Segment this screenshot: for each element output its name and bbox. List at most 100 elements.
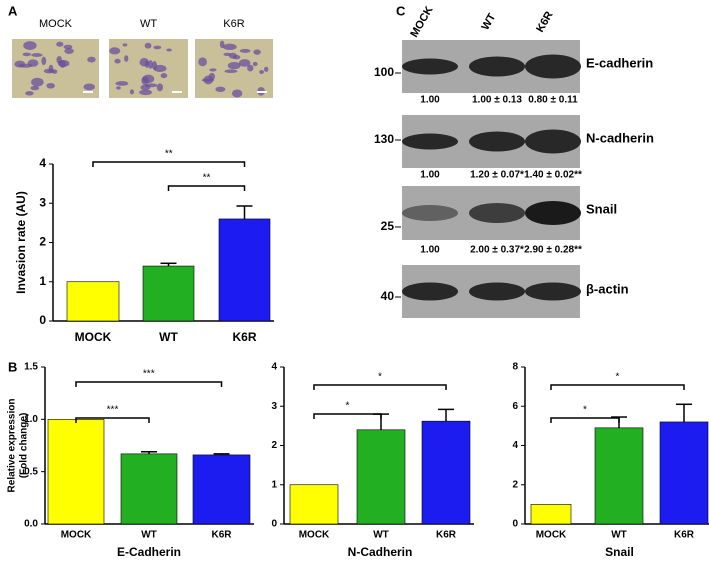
cell bbox=[56, 41, 64, 47]
blot-label: N-cadherin bbox=[586, 130, 654, 145]
cell bbox=[114, 58, 121, 64]
band bbox=[402, 133, 458, 150]
cell bbox=[46, 82, 55, 89]
x-tick-label: MOCK bbox=[75, 330, 112, 344]
y-tick-label: 1 bbox=[39, 274, 46, 288]
x-tick-label: WT bbox=[141, 530, 157, 541]
cell bbox=[64, 48, 74, 55]
marker-label: 25 bbox=[381, 219, 395, 233]
significance-bracket bbox=[92, 161, 246, 167]
significance-bracket bbox=[167, 185, 246, 191]
quantification: 1.00 bbox=[420, 170, 440, 181]
significance-label: *** bbox=[107, 405, 119, 416]
cell bbox=[139, 58, 149, 67]
cell bbox=[31, 77, 44, 87]
cell bbox=[22, 52, 31, 57]
y-tick-label: 3 bbox=[271, 401, 277, 412]
band bbox=[469, 203, 525, 223]
y-tick-label: 2 bbox=[271, 440, 277, 451]
lane-label: MOCK bbox=[408, 4, 435, 39]
cell bbox=[27, 59, 39, 67]
bar bbox=[192, 454, 251, 525]
x-tick-label: MOCK bbox=[299, 530, 330, 541]
cell bbox=[122, 43, 128, 47]
error-bar bbox=[213, 453, 230, 455]
significance-label: *** bbox=[143, 369, 155, 380]
cell bbox=[203, 75, 214, 85]
marker-label: 100 bbox=[374, 65, 394, 79]
blot-label: Snail bbox=[586, 201, 617, 216]
cell bbox=[124, 55, 129, 62]
blot-label: E-cadherin bbox=[586, 55, 653, 70]
significance-label: ** bbox=[203, 173, 211, 184]
quantification: 2.00 ± 0.37* bbox=[470, 245, 524, 256]
panel-label: A bbox=[8, 3, 18, 18]
bar bbox=[218, 218, 271, 322]
marker-label: 40 bbox=[381, 289, 395, 303]
marker-label: 130 bbox=[374, 132, 394, 146]
error-bar bbox=[236, 205, 253, 219]
cell bbox=[224, 69, 238, 74]
bar bbox=[421, 420, 471, 525]
quantification: 1.40 ± 0.02** bbox=[524, 170, 582, 181]
bar bbox=[142, 265, 195, 322]
lane-label: K6R bbox=[534, 9, 555, 34]
cell bbox=[83, 83, 95, 91]
cell bbox=[129, 89, 134, 95]
x-tick-label: MOCK bbox=[61, 530, 92, 541]
cell bbox=[198, 57, 207, 67]
cell bbox=[227, 61, 241, 70]
cell bbox=[144, 42, 152, 49]
x-tick-label: MOCK bbox=[536, 530, 567, 541]
cell bbox=[166, 48, 172, 52]
x-tick-label: WT bbox=[611, 530, 627, 541]
error-bar bbox=[438, 408, 454, 422]
y-axis-label: Relative expression bbox=[7, 399, 18, 493]
y-axis-label: Invasion rate (AU) bbox=[14, 191, 28, 294]
cell bbox=[223, 52, 232, 56]
cell bbox=[232, 55, 241, 60]
cell bbox=[238, 59, 251, 67]
cell bbox=[252, 61, 258, 67]
band bbox=[525, 201, 581, 225]
y-tick-label: 1.5 bbox=[24, 362, 38, 373]
panel-label: B bbox=[8, 359, 17, 374]
cell bbox=[153, 45, 162, 50]
x-tick-label: WT bbox=[373, 530, 389, 541]
cell bbox=[116, 86, 121, 90]
cell bbox=[231, 89, 243, 98]
cell bbox=[219, 40, 225, 49]
y-tick-label: 8 bbox=[512, 362, 518, 373]
significance-label: * bbox=[583, 405, 587, 416]
y-tick-label: 3 bbox=[39, 195, 46, 209]
bar bbox=[356, 429, 406, 525]
cell bbox=[222, 43, 237, 51]
cell bbox=[142, 74, 155, 84]
significance-bracket bbox=[75, 417, 150, 423]
bar bbox=[289, 484, 339, 525]
bar bbox=[530, 504, 572, 525]
x-axis-label: Snail bbox=[605, 545, 634, 559]
lane-label: WT bbox=[479, 11, 498, 32]
band bbox=[402, 282, 458, 301]
quantification: 1.00 bbox=[420, 95, 440, 106]
cell bbox=[153, 64, 167, 72]
band bbox=[469, 131, 525, 152]
quantification: 0.80 ± 0.11 bbox=[528, 95, 578, 106]
x-axis-label: N-Cadherin bbox=[348, 545, 413, 559]
y-tick-label: 0.0 bbox=[24, 519, 38, 530]
quantification: 1.20 ± 0.07* bbox=[470, 170, 524, 181]
significance-bracket bbox=[313, 384, 447, 390]
cell bbox=[239, 48, 251, 53]
bar bbox=[659, 421, 709, 525]
cell bbox=[23, 41, 37, 50]
cell bbox=[115, 81, 129, 86]
cell bbox=[30, 85, 40, 91]
cell bbox=[14, 60, 26, 68]
cell bbox=[109, 47, 121, 55]
x-tick-label: K6R bbox=[211, 530, 232, 541]
band bbox=[469, 282, 525, 301]
blot-label: β-actin bbox=[586, 281, 629, 296]
cell bbox=[147, 60, 154, 69]
x-tick-label: K6R bbox=[674, 530, 695, 541]
